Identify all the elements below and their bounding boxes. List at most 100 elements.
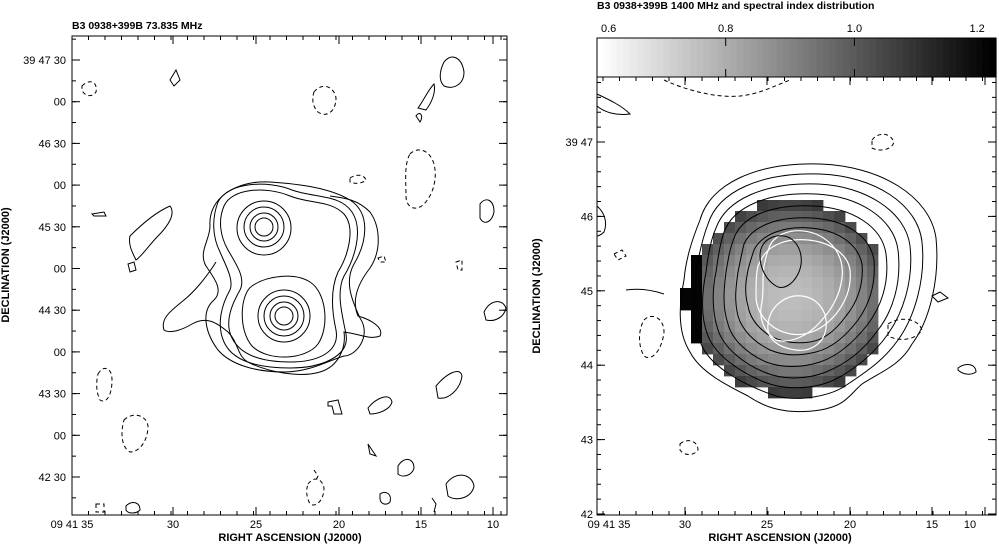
left-x-tick-label: 15 (415, 519, 427, 531)
spectral-index-pixel (790, 332, 802, 344)
colorbar-step (683, 38, 691, 77)
spectral-index-pixel (713, 343, 725, 355)
left-y-tick-label: 00 (54, 347, 66, 359)
colorbar-step (710, 38, 718, 77)
r-contour-4 (712, 193, 900, 379)
left-y-tick-label: 00 (54, 180, 66, 192)
colorbar-step (776, 38, 784, 77)
spectral-index-pixel (735, 288, 747, 300)
colorbar-step (623, 38, 631, 77)
spectral-index-pixel (856, 266, 868, 278)
spectral-index-pixel (724, 299, 736, 311)
spectral-index-pixel (680, 288, 692, 300)
r-contour-7 (745, 227, 863, 344)
spectral-index-pixel (845, 332, 857, 344)
contour-south-1 (274, 306, 294, 326)
spectral-index-pixel (790, 376, 802, 388)
colorbar-step (889, 38, 897, 77)
spectral-index-pixel (823, 266, 835, 278)
spectral-index-pixel (856, 244, 868, 256)
spectral-index-pixel (823, 233, 835, 245)
spectral-index-pixel (746, 233, 758, 245)
colorbar-step (902, 38, 911, 77)
spectral-index-pixel (790, 233, 802, 245)
spectral-index-pixel (812, 310, 824, 322)
spectral-index-pixel (812, 211, 824, 223)
colorbar-step (597, 38, 605, 77)
left-y-ticks: 39 47 30 00 46 30 00 45 30 00 44 30 00 43 30 00 42… (23, 38, 507, 499)
r-contour-north-core (759, 235, 802, 288)
left-y-axis-label: DECLINATION (J2000) (0, 207, 12, 323)
spectral-index-pixel (823, 332, 835, 344)
right-x-axis-label: RIGHT ASCENSION (J2000) (708, 532, 852, 544)
spectral-index-pixel (768, 244, 780, 256)
contour-envelope-1 (220, 189, 351, 363)
spectral-index-pixel (790, 310, 802, 322)
spectral-index-pixel (801, 255, 813, 267)
neg-contour-5 (377, 255, 387, 263)
spectral-index-pixel (845, 299, 857, 311)
colorbar-step (670, 38, 678, 77)
colorbar-tick-label: 1.0 (847, 23, 862, 35)
spectral-index-pixel (834, 332, 846, 344)
spectral-index-pixel (746, 376, 758, 388)
spectral-index-pixel (790, 266, 802, 278)
left-y-tick-label: 39 47 30 (23, 55, 66, 67)
spectral-index-pixel (779, 310, 791, 322)
spectral-index-pixel (801, 321, 813, 333)
neg-contour-6 (455, 259, 463, 271)
spectral-index-pixel (746, 211, 758, 223)
spectral-index-pixel (724, 255, 736, 267)
spectral-index-pixel (735, 299, 747, 311)
colorbar-step (896, 38, 904, 77)
colorbar-step (823, 38, 831, 77)
colorbar-step (916, 38, 924, 77)
r-contour-3 (702, 183, 912, 389)
spectral-index-pixel (867, 321, 879, 333)
spectral-index-pixel (757, 354, 769, 366)
spectral-index-pixel (768, 266, 780, 278)
spectral-index-pixel (790, 321, 802, 333)
spectral-index-pixel (746, 222, 758, 234)
spectral-index-pixel (757, 244, 769, 256)
colorbar-step (936, 38, 944, 77)
spectral-index-pixel (735, 332, 747, 344)
spectral-index-pixel (812, 244, 824, 256)
contour-blob-9 (367, 396, 393, 415)
r-contour-south-core (767, 295, 827, 351)
colorbar-step (763, 38, 771, 77)
spectral-index-pixel (724, 310, 736, 322)
r-contour-blob-2 (625, 288, 665, 295)
colorbar-step (989, 38, 997, 77)
spectral-index-pixel (691, 255, 703, 267)
spectral-index-pixel (768, 310, 780, 322)
spectral-index-pixel (735, 310, 747, 322)
neg-contour-2 (312, 85, 337, 115)
spectral-index-pixel (713, 255, 725, 267)
spectral-index-pixel (790, 277, 802, 289)
spectral-index-pixel (834, 233, 846, 245)
r-contour-1 (679, 163, 938, 413)
r-contour-blob-3 (931, 291, 950, 303)
colorbar-step (643, 38, 651, 77)
spectral-index-pixel (724, 277, 736, 289)
spectral-index-pixel (757, 200, 769, 212)
r-contour-blob-5 (596, 205, 607, 237)
left-title: B3 0938+399B 73.835 MHz (72, 20, 202, 32)
spectral-index-pixel (768, 211, 780, 223)
colorbar-step (909, 38, 917, 77)
spectral-index-pixel (746, 299, 758, 311)
spectral-index-pixel (867, 266, 879, 278)
r-neg-contour-2 (871, 133, 895, 151)
spectral-index-pixel (790, 244, 802, 256)
r-contour-5 (723, 205, 888, 367)
r-contour-blob-4 (957, 364, 977, 375)
spectral-index-pixel (823, 211, 835, 223)
spectral-index-pixel (834, 321, 846, 333)
spectral-index-pixel (735, 376, 747, 388)
spectral-index-pixel (768, 222, 780, 234)
r-contour-8 (755, 239, 851, 336)
spectral-index-pixel (823, 299, 835, 311)
spectral-index-pixel (724, 233, 736, 245)
spectral-index-pixel (735, 321, 747, 333)
